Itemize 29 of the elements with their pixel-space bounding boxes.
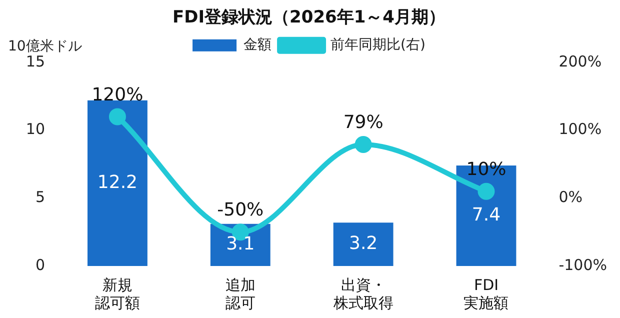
bar — [333, 222, 394, 266]
y2-tick-label: 200% — [558, 52, 602, 70]
y-tick-label: 10 — [26, 120, 45, 138]
data-label: 120% — [92, 84, 144, 106]
legend-label: 金額 — [244, 37, 272, 54]
data-label: 12.2 — [97, 172, 138, 193]
y-tick-label: 0 — [35, 256, 45, 274]
data-label: -50% — [217, 200, 264, 221]
data-label: 3.1 — [226, 234, 255, 255]
data-label: 3.2 — [348, 232, 378, 254]
bar — [88, 100, 148, 266]
point — [108, 108, 126, 126]
x-tick-label: FDI実施額 — [464, 276, 509, 312]
chart-title: FDI登録状況（2026年1～4月期） — [172, 8, 446, 28]
y-axis-title: 10億米ドル — [8, 38, 82, 55]
x-tick-label: 新規認可額 — [94, 276, 140, 312]
x-tick-label: 出資・株式取得 — [332, 276, 394, 312]
point — [478, 182, 495, 200]
data-label: 79% — [343, 112, 384, 134]
x-tick-label: 追加認可 — [225, 276, 256, 312]
legend-label: 前年同期比(右) — [330, 37, 426, 54]
data-label: 7.4 — [472, 204, 501, 226]
y2-tick-label: 100% — [558, 120, 602, 138]
y2-tick-label: -100% — [558, 256, 607, 274]
y2-tick-label: 0% — [558, 188, 582, 206]
y-tick-label: 15 — [26, 52, 45, 70]
data-label: 10% — [466, 159, 506, 180]
y-tick-label: 5 — [35, 188, 45, 206]
point — [354, 136, 372, 154]
